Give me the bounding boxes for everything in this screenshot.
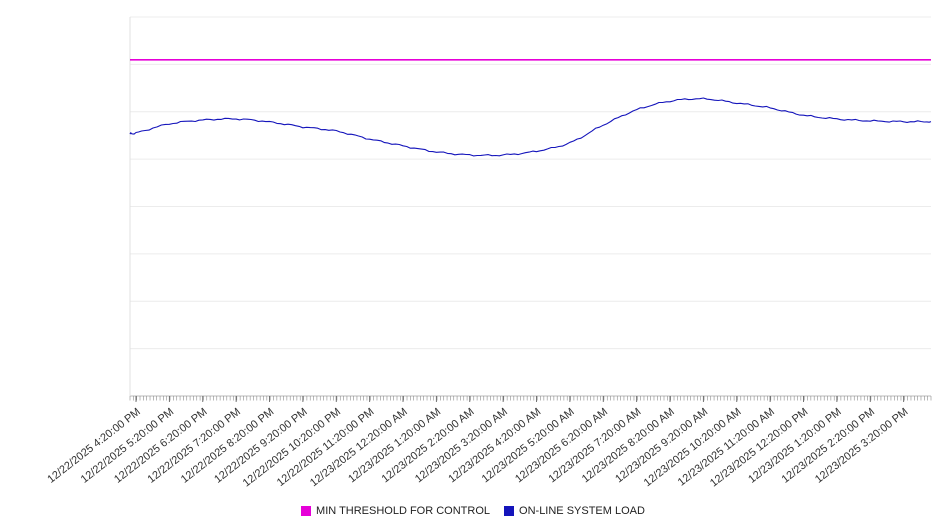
- chart-legend: MIN THRESHOLD FOR CONTROL ON-LINE SYSTEM…: [0, 505, 946, 517]
- system-load-swatch-icon: [504, 506, 515, 516]
- legend-item-system-load[interactable]: ON-LINE SYSTEM LOAD: [504, 505, 645, 517]
- legend-label-min-threshold: MIN THRESHOLD FOR CONTROL: [316, 505, 491, 517]
- min-threshold-swatch-icon: [301, 506, 312, 516]
- system-load-line: [129, 97, 932, 157]
- legend-item-min-threshold[interactable]: MIN THRESHOLD FOR CONTROL: [301, 505, 490, 517]
- legend-label-system-load: ON-LINE SYSTEM LOAD: [519, 505, 645, 517]
